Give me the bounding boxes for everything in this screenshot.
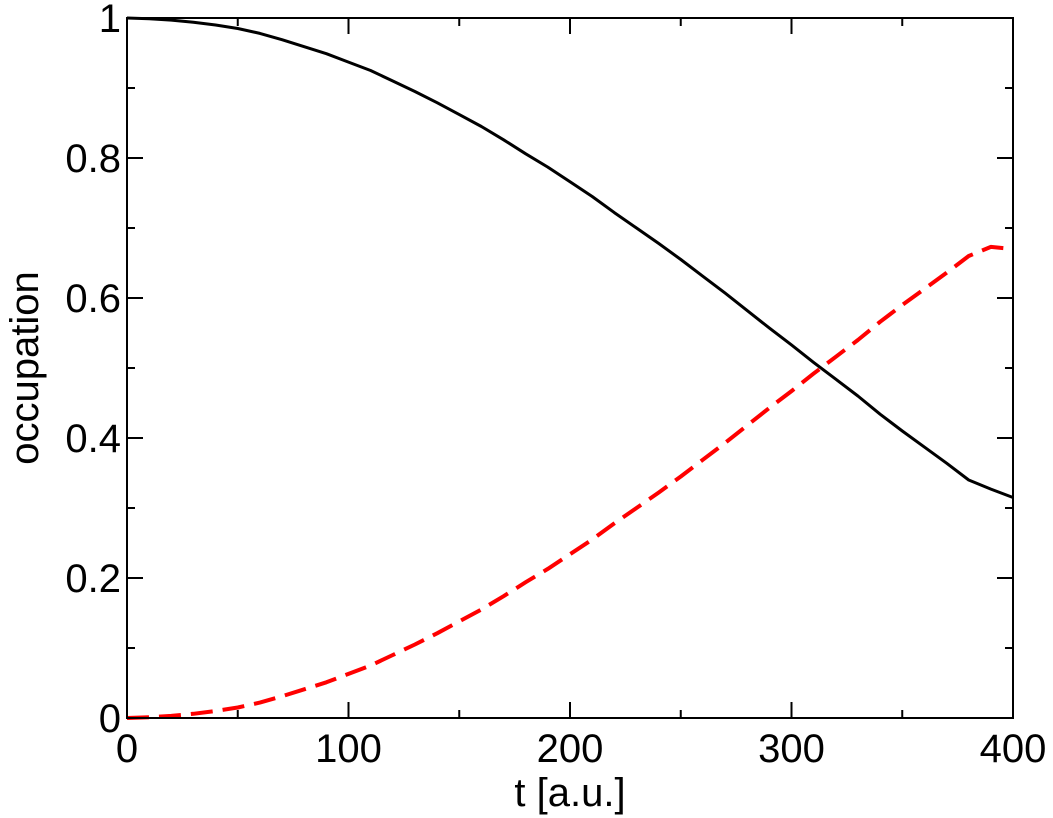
x-tick-label: 300 [758,727,825,771]
x-axis-title: t [a.u.] [514,771,625,815]
tick-labels: 0 100 200 300 400 0 0.2 0.4 0.6 0.8 1 [65,0,1046,771]
series-line-1 [126,16,1014,499]
y-tick-label: 0.4 [65,417,121,461]
y-axis-title: occupation [3,271,47,464]
y-tick-label: 1 [99,0,121,41]
y-tick-label: 0 [99,697,121,741]
x-tick-label: 200 [537,727,604,771]
y-tick-label: 0.2 [65,557,121,601]
series-line-2 [126,244,1014,720]
y-tick-label: 0.8 [65,137,121,181]
x-tick-label: 0 [116,727,138,771]
axis-ticks [126,17,1014,719]
x-tick-label: 400 [980,727,1047,771]
plot-content [126,16,1014,720]
plot-frame [126,17,1014,719]
x-tick-label: 100 [315,727,382,771]
y-tick-label: 0.6 [65,277,121,321]
